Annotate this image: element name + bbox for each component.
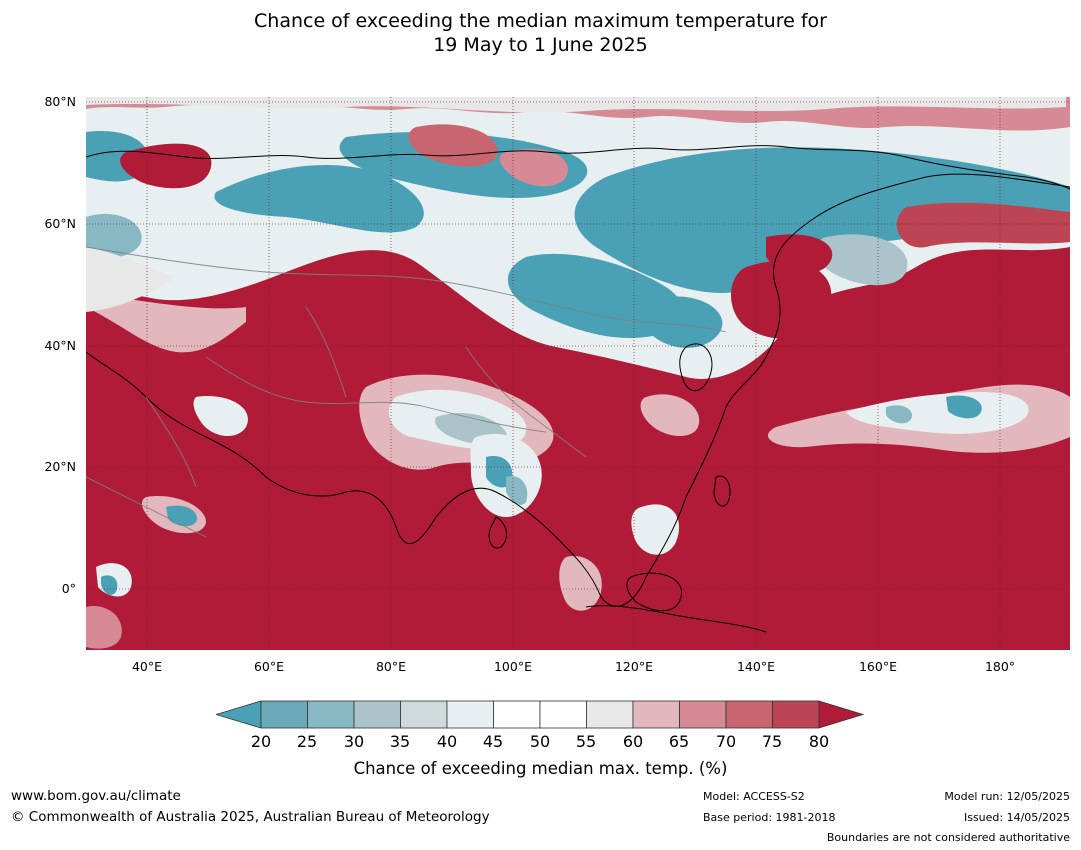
colorbar-tick: 80 xyxy=(808,732,830,751)
lon-label-140e: 140°E xyxy=(736,659,775,674)
colorbar-segment xyxy=(446,700,494,729)
colorbar-tick: 40 xyxy=(436,732,458,751)
colorbar-segment xyxy=(539,700,587,729)
lat-label-20n: 20°N xyxy=(44,459,76,474)
lon-label-160e: 160°E xyxy=(858,659,897,674)
colorbar-segment xyxy=(725,700,773,729)
colorbar-tick: 50 xyxy=(529,732,551,751)
lon-label-40e: 40°E xyxy=(131,659,163,674)
colorbar-extend-low xyxy=(216,700,262,729)
lon-label-100e: 100°E xyxy=(493,659,532,674)
lon-label-80e: 80°E xyxy=(375,659,407,674)
colorbar-segment xyxy=(586,700,634,729)
colorbar-segment xyxy=(260,700,308,729)
colorbar-segment xyxy=(679,700,727,729)
lat-label-80n: 80°N xyxy=(44,94,76,109)
lat-label-40n: 40°N xyxy=(44,338,76,353)
lat-label-60n: 60°N xyxy=(44,216,76,231)
colorbar-tick: 55 xyxy=(575,732,597,751)
pacific-anomaly-band xyxy=(767,384,1070,453)
colorbar-segment xyxy=(772,700,820,729)
issued-text: Issued: 14/05/2025 xyxy=(963,811,1070,824)
colorbar-label: Chance of exceeding median max. temp. (%… xyxy=(353,759,728,778)
disclaimer-text: Boundaries are not considered authoritat… xyxy=(826,831,1070,844)
colorbar-segment xyxy=(307,700,355,729)
colorbar-segment xyxy=(632,700,680,729)
country-borders xyxy=(86,246,727,538)
title-line-1: Chance of exceeding the median maximum t… xyxy=(254,10,827,32)
colorbar xyxy=(216,700,865,729)
lat-label-0: 0° xyxy=(61,581,76,596)
model-text: Model: ACCESS-S2 xyxy=(703,790,805,803)
lon-label-180: 180° xyxy=(984,659,1016,674)
colorbar-tick: 25 xyxy=(296,732,318,751)
colorbar-segment xyxy=(493,700,541,729)
map-title: Chance of exceeding the median maximum t… xyxy=(0,9,1081,57)
colorbar-tick: 35 xyxy=(389,732,411,751)
colorbar-segment xyxy=(353,700,401,729)
colorbar-tick: 75 xyxy=(761,732,783,751)
colorbar-tick: 20 xyxy=(250,732,272,751)
coastlines xyxy=(86,145,1070,633)
colorbar-tick: 70 xyxy=(715,732,737,751)
northern-anomaly-fields xyxy=(86,97,1070,379)
colorbar-segment xyxy=(400,700,448,729)
colorbar-tick: 30 xyxy=(343,732,365,751)
colorbar-extend-high xyxy=(818,700,865,729)
map-panel xyxy=(86,97,1070,650)
base-period-text: Base period: 1981-2018 xyxy=(703,811,836,824)
copyright-text: © Commonwealth of Australia 2025, Austra… xyxy=(11,809,490,825)
website-text: www.bom.gov.au/climate xyxy=(11,788,181,804)
colorbar-tick: 65 xyxy=(668,732,690,751)
model-run-text: Model run: 12/05/2025 xyxy=(944,790,1070,803)
lon-label-120e: 120°E xyxy=(614,659,653,674)
colorbar-tick: 45 xyxy=(482,732,504,751)
colorbar-tick: 60 xyxy=(622,732,644,751)
title-line-2: 19 May to 1 June 2025 xyxy=(433,34,648,56)
map-canvas xyxy=(86,97,1070,650)
southern-anomaly-fields xyxy=(86,374,700,649)
map-gridlines xyxy=(86,97,1070,650)
lon-label-60e: 60°E xyxy=(253,659,285,674)
